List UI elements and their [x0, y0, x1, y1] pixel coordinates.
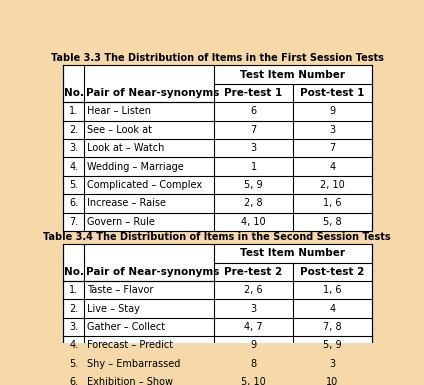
Text: Pair of Near-synonyms: Pair of Near-synonyms	[86, 88, 219, 98]
Text: 7: 7	[251, 125, 257, 135]
Text: Table 3.3 The Distribution of Items in the First Session Tests: Table 3.3 The Distribution of Items in t…	[51, 53, 384, 63]
Text: 2, 8: 2, 8	[244, 198, 263, 208]
Text: Pre-test 1: Pre-test 1	[224, 88, 283, 98]
Text: Forecast – Predict: Forecast – Predict	[87, 340, 173, 350]
Text: 4: 4	[329, 303, 335, 313]
Text: 7.: 7.	[69, 217, 78, 227]
Text: 3: 3	[251, 143, 257, 153]
Text: 6.: 6.	[69, 198, 78, 208]
Text: 5, 8: 5, 8	[323, 217, 342, 227]
Text: 1: 1	[251, 162, 257, 172]
Text: 4, 7: 4, 7	[244, 322, 263, 332]
Text: Post-test 1: Post-test 1	[300, 88, 365, 98]
Text: Pair of Near-synonyms: Pair of Near-synonyms	[86, 267, 219, 277]
Text: 5.: 5.	[69, 359, 78, 369]
Text: 5, 10: 5, 10	[241, 377, 266, 385]
Text: Complicated – Complex: Complicated – Complex	[87, 180, 202, 190]
Text: Shy – Embarrassed: Shy – Embarrassed	[87, 359, 180, 369]
Text: 2.: 2.	[69, 303, 78, 313]
Text: Post-test 2: Post-test 2	[300, 267, 365, 277]
Bar	[63, 244, 372, 385]
Text: 3: 3	[329, 125, 335, 135]
Text: 10: 10	[326, 377, 338, 385]
Text: Look at – Watch: Look at – Watch	[87, 143, 165, 153]
Text: Exhibition – Show: Exhibition – Show	[87, 377, 173, 385]
Bar	[63, 65, 372, 231]
Text: Increase – Raise: Increase – Raise	[87, 198, 166, 208]
Text: 6.: 6.	[69, 377, 78, 385]
Text: 4: 4	[329, 162, 335, 172]
Text: 2, 6: 2, 6	[244, 285, 263, 295]
Text: Govern – Rule: Govern – Rule	[87, 217, 155, 227]
Text: 3: 3	[329, 359, 335, 369]
Text: 1.: 1.	[69, 285, 78, 295]
Text: 1, 6: 1, 6	[323, 198, 342, 208]
Text: Test Item Number: Test Item Number	[240, 70, 346, 80]
Text: 1, 6: 1, 6	[323, 285, 342, 295]
Text: 3: 3	[251, 303, 257, 313]
Text: 5, 9: 5, 9	[323, 340, 342, 350]
Text: Test Item Number: Test Item Number	[240, 248, 346, 258]
Text: 6: 6	[251, 106, 257, 116]
Text: Hear – Listen: Hear – Listen	[87, 106, 151, 116]
Text: 9: 9	[329, 106, 335, 116]
Text: 7: 7	[329, 143, 335, 153]
Text: 4.: 4.	[69, 162, 78, 172]
Text: 1.: 1.	[69, 106, 78, 116]
Text: 3.: 3.	[69, 322, 78, 332]
Text: 4, 10: 4, 10	[241, 217, 266, 227]
Text: 5.: 5.	[69, 180, 78, 190]
Text: Gather – Collect: Gather – Collect	[87, 322, 165, 332]
Text: No.: No.	[64, 267, 84, 277]
Text: 5, 9: 5, 9	[244, 180, 263, 190]
Text: 2, 10: 2, 10	[320, 180, 345, 190]
Text: 4.: 4.	[69, 340, 78, 350]
Text: Live – Stay: Live – Stay	[87, 303, 140, 313]
Text: 2.: 2.	[69, 125, 78, 135]
Text: Wedding – Marriage: Wedding – Marriage	[87, 162, 184, 172]
Text: 8: 8	[251, 359, 257, 369]
Text: No.: No.	[64, 88, 84, 98]
Text: 7, 8: 7, 8	[323, 322, 342, 332]
Text: See – Look at: See – Look at	[87, 125, 152, 135]
Text: Taste – Flavor: Taste – Flavor	[87, 285, 153, 295]
Text: 9: 9	[251, 340, 257, 350]
Text: Pre-test 2: Pre-test 2	[224, 267, 283, 277]
Text: 3.: 3.	[69, 143, 78, 153]
Text: Table 3.4 The Distribution of Items in the Second Session Tests: Table 3.4 The Distribution of Items in t…	[44, 232, 391, 242]
